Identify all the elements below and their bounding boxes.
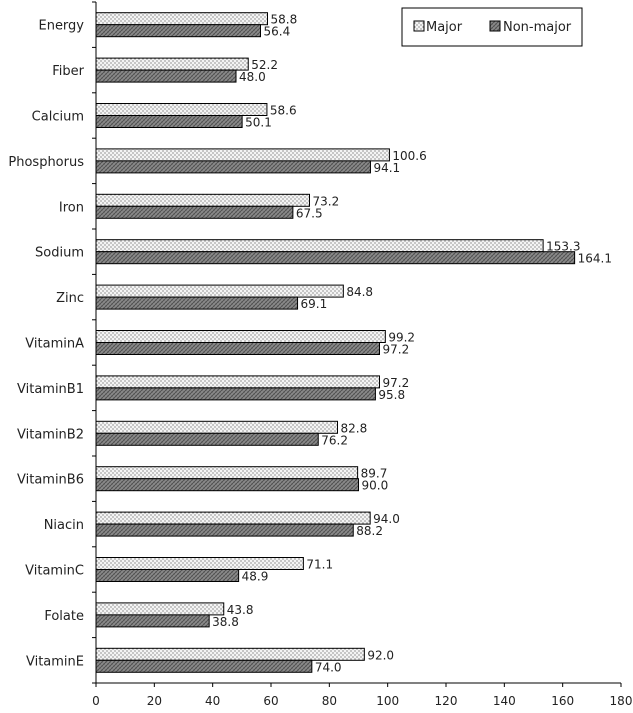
- category-label: VitaminB1: [17, 382, 84, 397]
- x-tick-label: 160: [551, 694, 574, 708]
- bar-nonmajor: [95, 659, 313, 673]
- x-tick-label: 120: [435, 694, 458, 708]
- x-tick-label: 60: [263, 694, 278, 708]
- category-label: VitaminB2: [17, 427, 84, 442]
- legend-swatch-major: [413, 20, 425, 32]
- bar-major: [95, 375, 380, 389]
- category-label: Niacin: [44, 518, 84, 533]
- category-label: Fiber: [52, 64, 84, 79]
- value-label-major: 82.8: [341, 421, 368, 435]
- value-label-major: 58.6: [270, 104, 297, 118]
- category-label: VitaminC: [25, 564, 84, 579]
- value-label-nonmajor: 88.2: [356, 524, 383, 538]
- value-label-major: 97.2: [383, 376, 410, 390]
- value-label-nonmajor: 90.0: [362, 479, 389, 493]
- bar-nonmajor: [95, 115, 243, 128]
- x-tick-label: 20: [147, 694, 162, 708]
- bar-nonmajor: [95, 478, 359, 492]
- bar-major: [95, 511, 371, 525]
- value-label-major: 58.8: [271, 13, 298, 27]
- value-label-nonmajor: 95.8: [378, 388, 405, 402]
- value-label-nonmajor: 97.2: [383, 343, 410, 357]
- value-label-nonmajor: 50.1: [245, 116, 272, 130]
- category-label: VitaminA: [25, 337, 84, 352]
- bar-nonmajor: [95, 614, 210, 628]
- value-label-nonmajor: 69.1: [301, 297, 328, 311]
- value-label-major: 71.1: [306, 558, 333, 572]
- bar-nonmajor: [95, 569, 240, 582]
- legend-label-major: Major: [426, 20, 463, 35]
- category-label: Phosphorus: [8, 155, 84, 170]
- bar-major: [95, 602, 225, 616]
- value-label-nonmajor: 56.4: [264, 25, 291, 39]
- bar-major: [95, 284, 344, 298]
- bar-major: [95, 466, 359, 480]
- bar-nonmajor: [95, 432, 319, 446]
- bar-nonmajor: [95, 69, 237, 83]
- x-tick-label: 40: [205, 694, 220, 708]
- value-label-nonmajor: 74.0: [315, 660, 342, 674]
- bar-nonmajor: [95, 523, 354, 537]
- x-tick-label: 80: [322, 694, 337, 708]
- bar-major: [95, 647, 365, 661]
- bar-major: [95, 330, 386, 343]
- category-label: Energy: [38, 19, 84, 34]
- category-label: VitaminE: [26, 654, 84, 669]
- bar-nonmajor: [95, 160, 371, 174]
- x-tick-label: 180: [610, 694, 633, 708]
- bar-major: [95, 57, 249, 71]
- category-label: Zinc: [56, 291, 84, 306]
- bar-major: [95, 557, 304, 570]
- value-label-nonmajor: 48.0: [239, 70, 266, 84]
- value-label-nonmajor: 67.5: [296, 206, 323, 220]
- bar-nonmajor: [95, 251, 576, 265]
- value-label-major: 52.2: [251, 58, 278, 72]
- category-label: Calcium: [32, 110, 84, 125]
- bar-major: [95, 420, 338, 434]
- value-label-nonmajor: 38.8: [212, 615, 239, 629]
- value-label-major: 73.2: [313, 194, 340, 208]
- value-label-major: 43.8: [227, 603, 254, 617]
- x-tick-label: 100: [376, 694, 399, 708]
- legend: Major Non-major: [401, 7, 583, 47]
- value-label-major: 89.7: [361, 467, 388, 481]
- legend-label-nonmajor: Non-major: [503, 20, 572, 35]
- value-label-nonmajor: 94.1: [373, 161, 400, 175]
- bar-nonmajor: [95, 387, 376, 401]
- value-label-nonmajor: 76.2: [321, 433, 348, 447]
- bar-major: [95, 12, 268, 26]
- bar-major: [95, 148, 390, 162]
- bar-nonmajor: [95, 24, 261, 38]
- value-label-nonmajor: 48.9: [242, 570, 269, 584]
- category-label: Folate: [44, 609, 84, 624]
- bar-nonmajor: [95, 205, 294, 219]
- category-label: Iron: [59, 200, 84, 215]
- value-label-major: 84.8: [346, 285, 373, 299]
- bar-nonmajor: [95, 296, 299, 310]
- value-label-major: 94.0: [373, 512, 400, 526]
- x-tick-label: 0: [92, 694, 100, 708]
- legend-swatch-nonmajor: [489, 20, 501, 32]
- value-label-nonmajor: 164.1: [578, 252, 612, 266]
- value-label-major: 100.6: [392, 149, 426, 163]
- value-label-major: 92.0: [367, 648, 394, 662]
- x-tick-label: 140: [493, 694, 516, 708]
- category-label: VitaminB6: [17, 473, 84, 488]
- value-label-major: 153.3: [546, 240, 580, 254]
- category-label: Sodium: [35, 246, 84, 261]
- bar-nonmajor: [95, 342, 380, 355]
- bar-major: [95, 193, 310, 207]
- value-label-major: 99.2: [388, 331, 415, 345]
- bar-major: [95, 239, 544, 253]
- bar-major: [95, 103, 268, 116]
